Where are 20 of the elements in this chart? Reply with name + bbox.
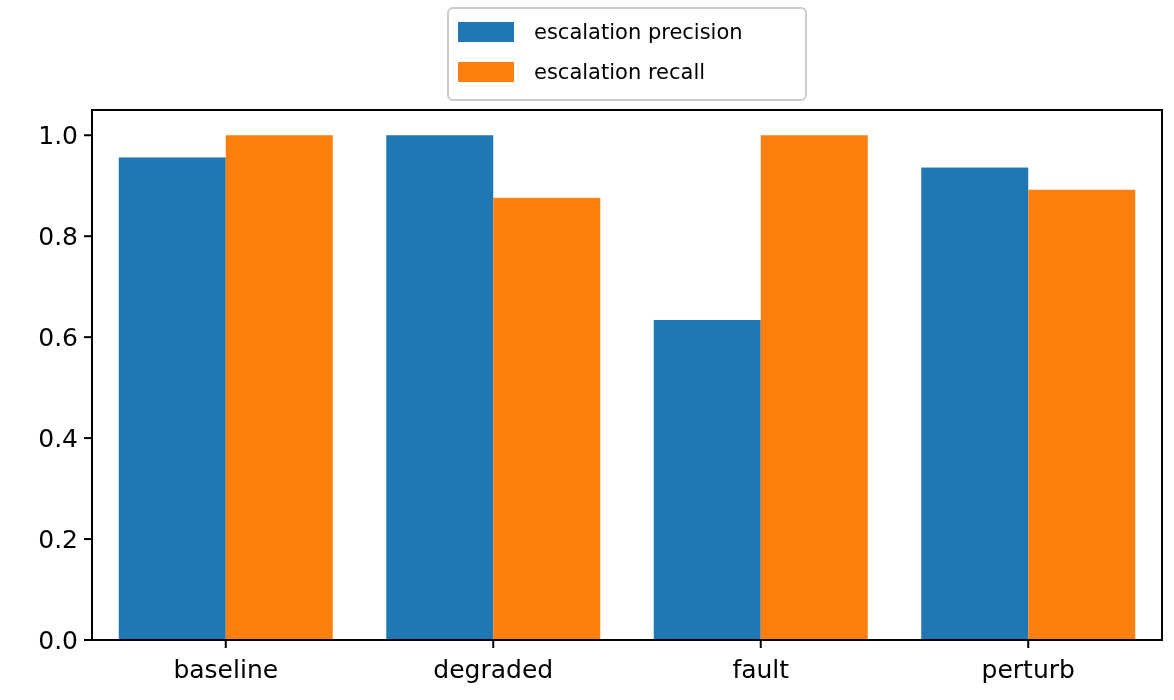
y-tick-label: 0.4 (38, 423, 78, 453)
y-tick-label: 0.2 (38, 524, 78, 554)
bar (225, 135, 333, 640)
y-tick-label: 0.0 (38, 625, 78, 655)
x-tick-label: degraded (433, 655, 554, 684)
y-tick-label: 0.6 (38, 322, 78, 352)
bar (1028, 189, 1136, 640)
bar (653, 319, 761, 640)
legend-label: escalation precision (534, 20, 743, 45)
legend-label: escalation recall (534, 60, 706, 85)
x-tick-label: fault (732, 655, 790, 684)
bar (760, 135, 868, 640)
bar (118, 157, 226, 640)
x-tick-label: perturb (981, 655, 1075, 684)
y-tick-label: 0.8 (38, 221, 78, 251)
x-tick-label: baseline (173, 655, 279, 684)
bar (921, 167, 1029, 640)
bar (493, 197, 601, 640)
bar (386, 135, 494, 640)
y-tick-label: 1.0 (38, 120, 78, 150)
